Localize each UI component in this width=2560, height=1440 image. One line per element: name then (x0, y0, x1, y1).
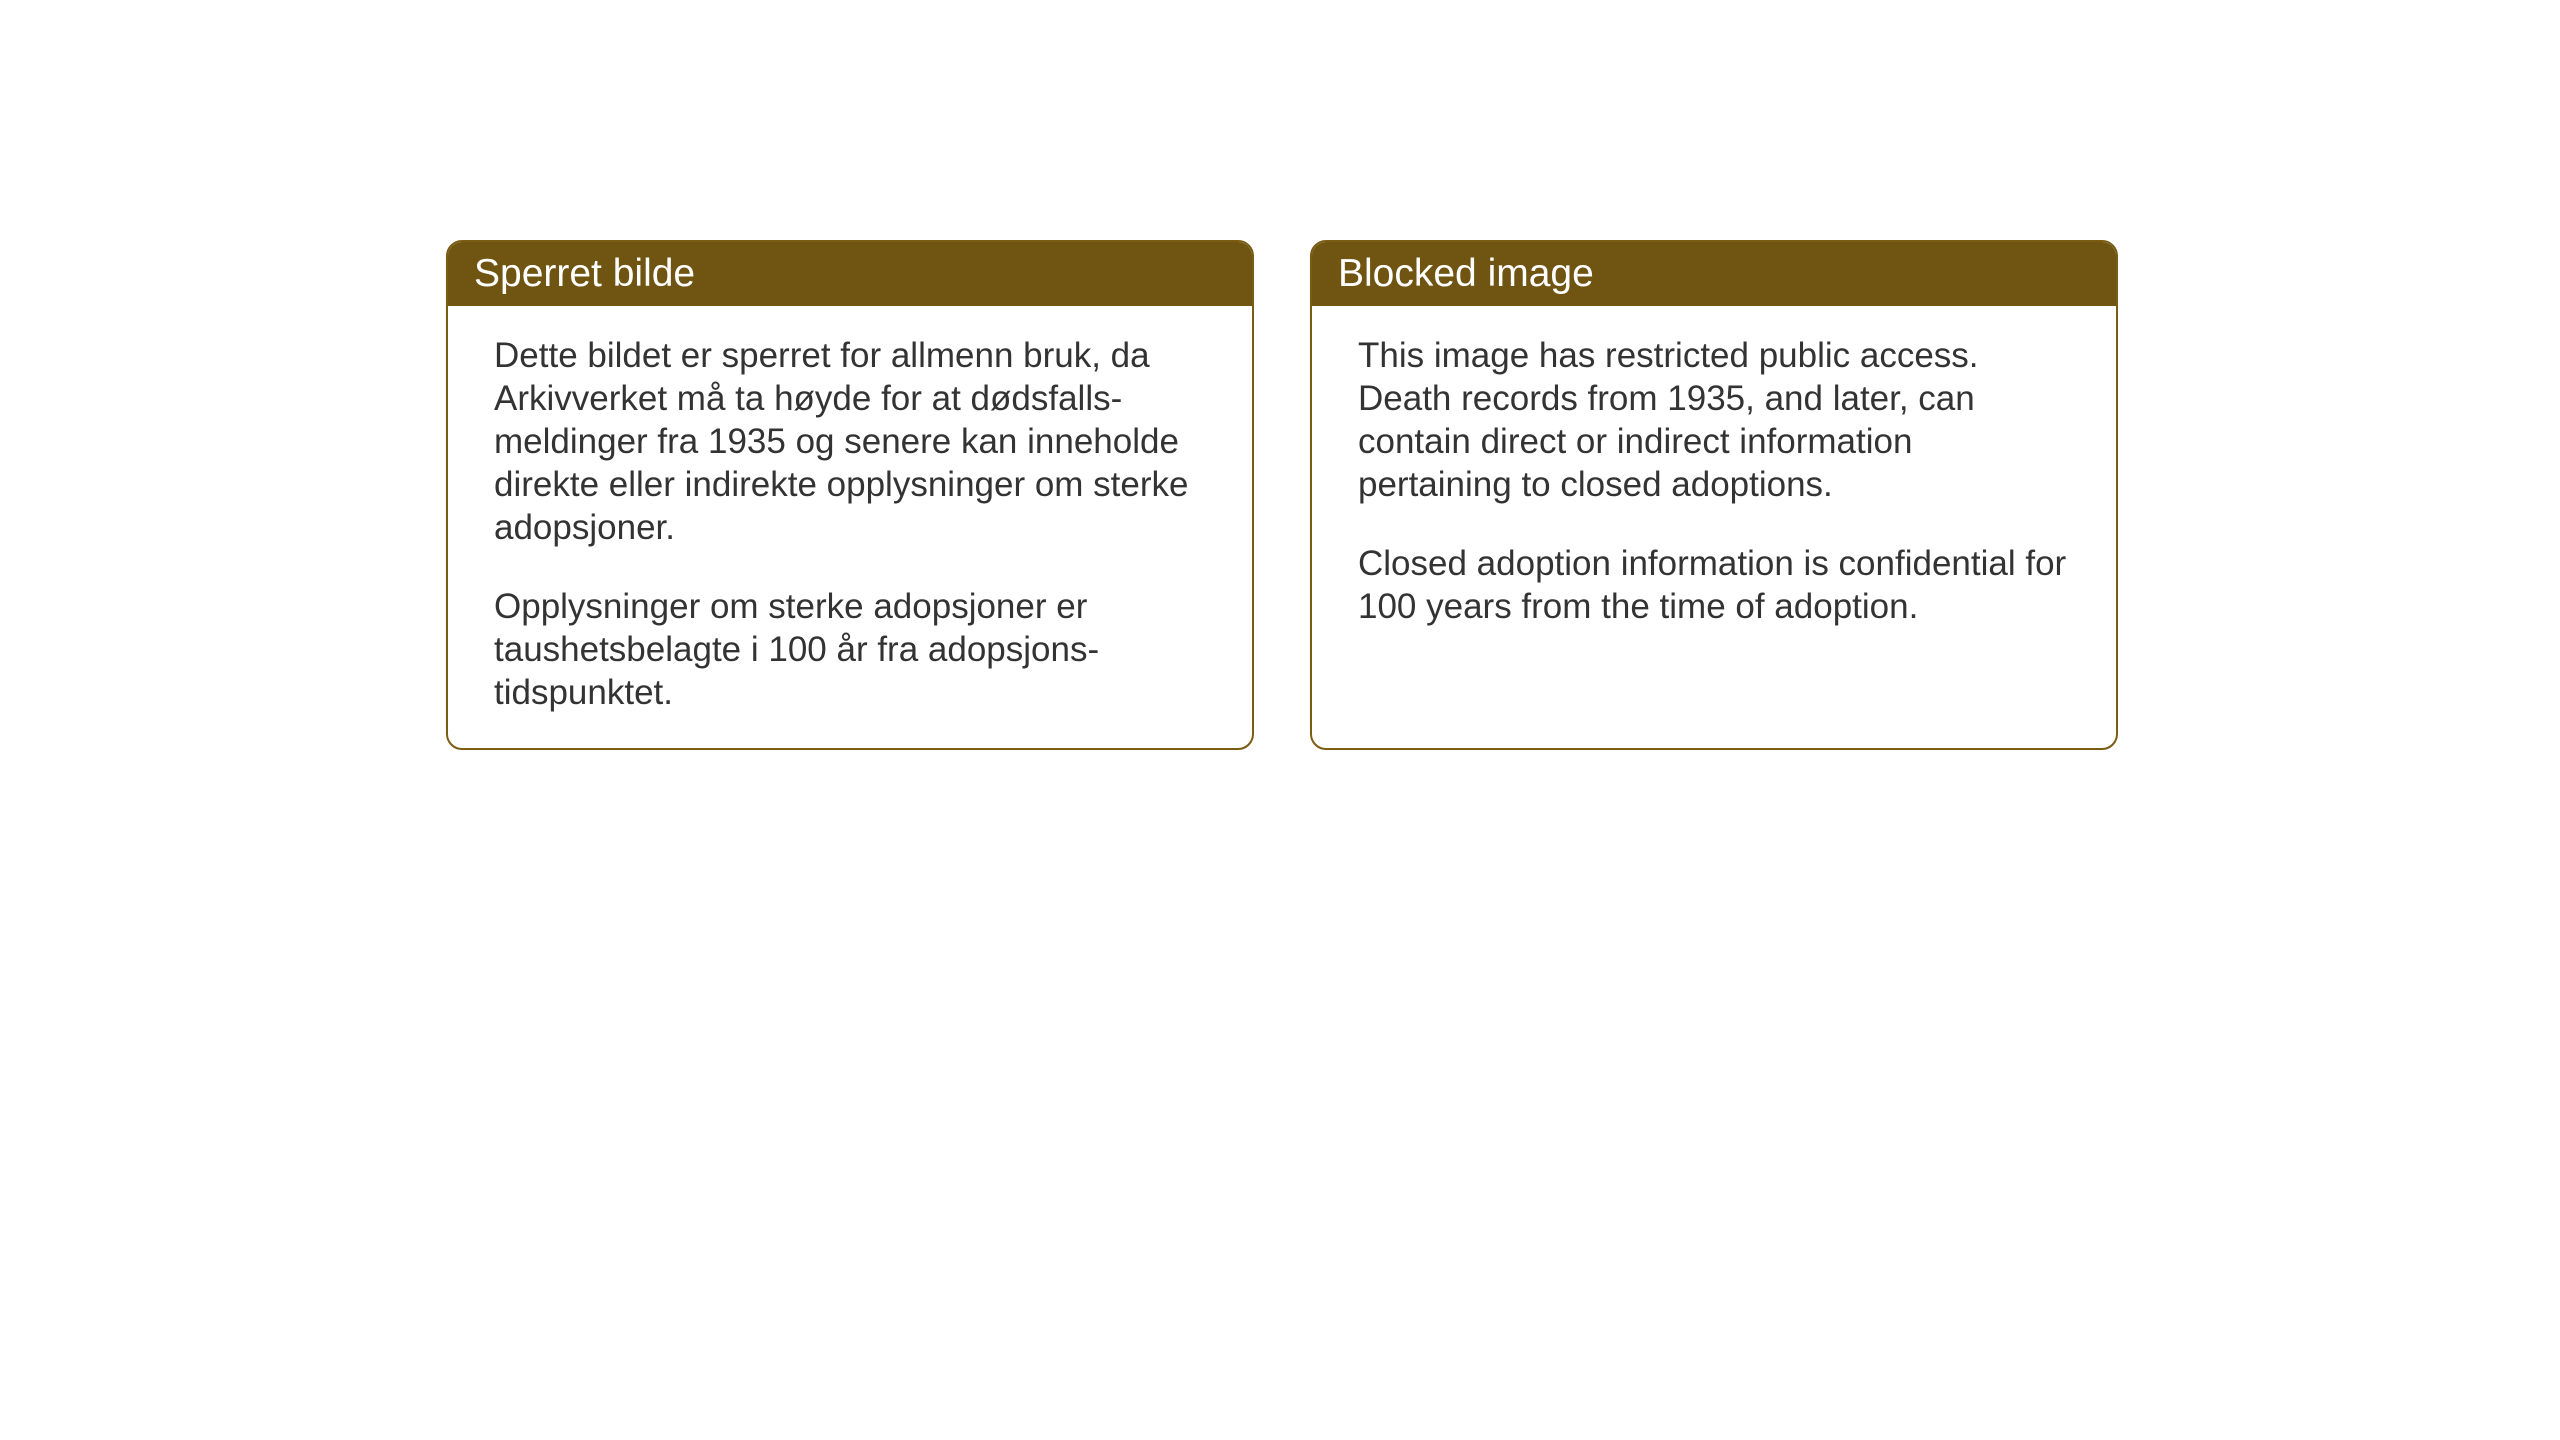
card-title-norwegian: Sperret bilde (474, 252, 695, 295)
notice-paragraph-1-norwegian: Dette bildet er sperret for allmenn bruk… (494, 334, 1206, 549)
notice-cards-container: Sperret bilde Dette bildet er sperret fo… (446, 240, 2118, 750)
card-title-english: Blocked image (1338, 252, 1594, 295)
card-body-norwegian: Dette bildet er sperret for allmenn bruk… (448, 306, 1252, 750)
blocked-image-card-english: Blocked image This image has restricted … (1310, 240, 2118, 750)
notice-paragraph-1-english: This image has restricted public access.… (1358, 334, 2070, 506)
notice-paragraph-2-norwegian: Opplysninger om sterke adopsjoner er tau… (494, 585, 1206, 714)
notice-paragraph-2-english: Closed adoption information is confident… (1358, 542, 2070, 628)
card-header-english: Blocked image (1312, 242, 2116, 306)
card-header-norwegian: Sperret bilde (448, 242, 1252, 306)
card-body-english: This image has restricted public access.… (1312, 306, 2116, 668)
blocked-image-card-norwegian: Sperret bilde Dette bildet er sperret fo… (446, 240, 1254, 750)
